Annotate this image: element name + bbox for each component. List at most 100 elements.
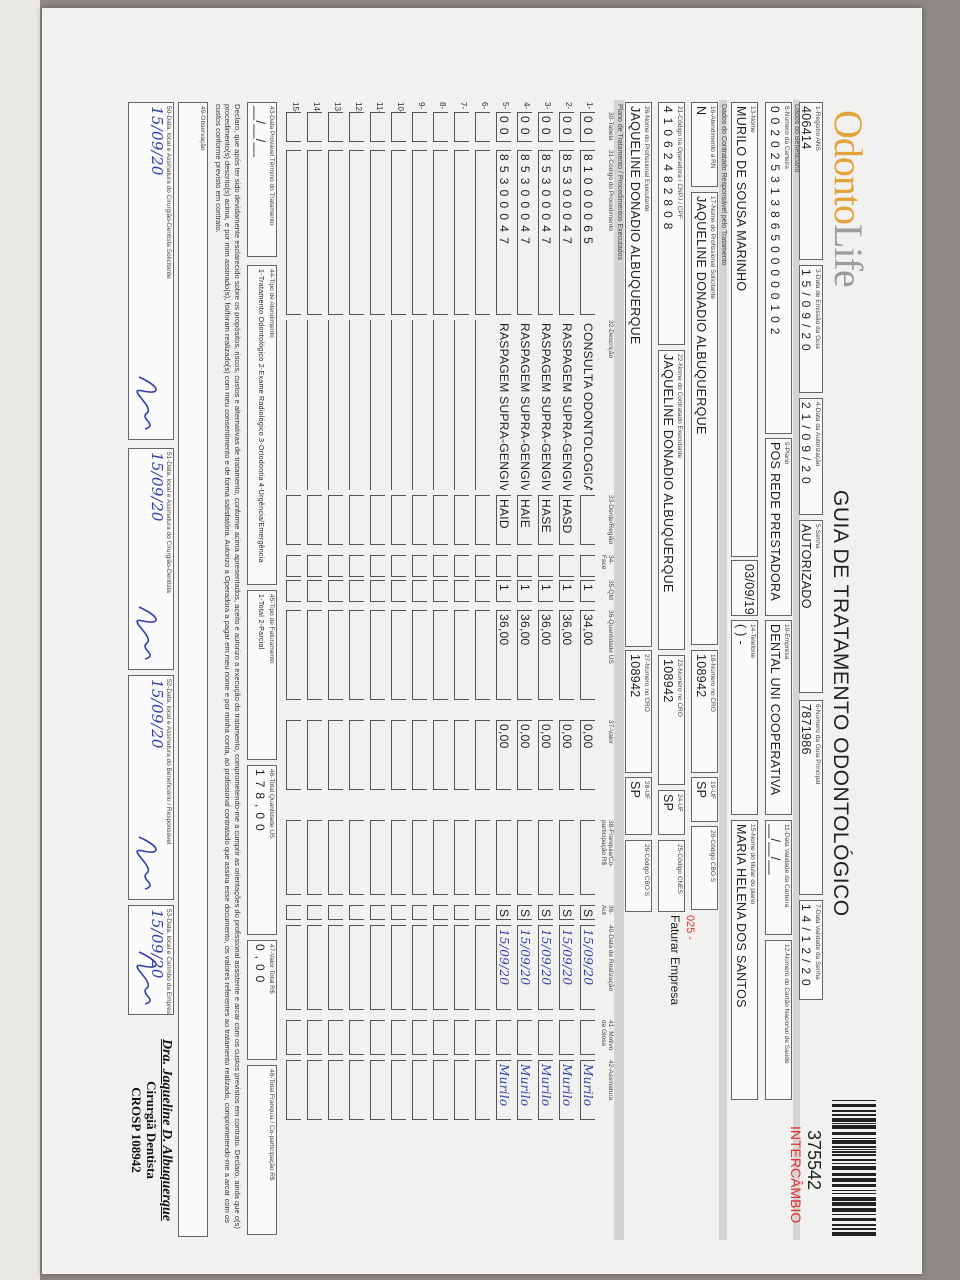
cell-tooth[interactable] bbox=[391, 495, 406, 545]
field-23[interactable]: 23-Número no CRO 108942 bbox=[658, 655, 685, 785]
cell-value[interactable] bbox=[391, 720, 406, 790]
cell-signature[interactable] bbox=[349, 1060, 364, 1120]
cell-signature[interactable] bbox=[412, 1060, 427, 1120]
cell-qty[interactable] bbox=[475, 580, 490, 602]
cell-description[interactable] bbox=[349, 320, 364, 490]
field-27[interactable]: 27-Número no CRO 108942 bbox=[625, 650, 652, 773]
field-46[interactable]: 46-Total Quantidade US 178,00 bbox=[247, 765, 277, 935]
cell-us[interactable]: 36,00 bbox=[517, 610, 532, 700]
cell-gloss[interactable] bbox=[412, 1020, 427, 1055]
cell-table[interactable] bbox=[307, 112, 322, 142]
cell-us[interactable] bbox=[349, 610, 364, 700]
cell-tooth[interactable] bbox=[580, 495, 595, 545]
cell-us[interactable] bbox=[391, 610, 406, 700]
cell-gloss[interactable] bbox=[580, 1020, 595, 1055]
cell-signature[interactable] bbox=[370, 1060, 385, 1120]
field-49[interactable]: 49-Observação bbox=[178, 102, 208, 1237]
field-44[interactable]: 44-Tipo de Atendimento 1-Tratamento Odont… bbox=[247, 265, 277, 585]
cell-description[interactable]: CONSULTA ODONTOLOGICA bbox=[581, 323, 595, 490]
cell-table[interactable] bbox=[412, 112, 427, 142]
field-3[interactable]: 3-Data de Emissão da Guia 15/09/20 bbox=[799, 265, 823, 393]
cell-qty[interactable]: 1 bbox=[496, 580, 511, 602]
cell-code[interactable] bbox=[433, 150, 448, 315]
cell-face[interactable] bbox=[475, 555, 490, 577]
cell-qty[interactable] bbox=[307, 580, 322, 602]
cell-qty[interactable] bbox=[454, 580, 469, 602]
cell-copay[interactable] bbox=[580, 820, 595, 895]
cell-code[interactable]: 85300047 bbox=[538, 150, 553, 315]
cell-qty[interactable] bbox=[391, 580, 406, 602]
cell-value[interactable] bbox=[328, 720, 343, 790]
cell-value[interactable] bbox=[370, 720, 385, 790]
cell-signature[interactable] bbox=[328, 1060, 343, 1120]
cell-description[interactable]: RASPAGEM SUPRA-GENGIVAL bbox=[518, 323, 532, 490]
field-45[interactable]: 45-Tipo de Faturamento 1-Total 2-Parcial bbox=[247, 590, 277, 760]
cell-table[interactable]: 00 bbox=[538, 112, 553, 142]
cell-face[interactable] bbox=[496, 555, 511, 577]
cell-qty[interactable]: 1 bbox=[517, 580, 532, 602]
cell-face[interactable] bbox=[307, 555, 322, 577]
cell-date[interactable] bbox=[370, 925, 385, 1010]
field-6[interactable]: 6-Número da Guia Principal 7871986 bbox=[799, 700, 823, 895]
field-17[interactable]: 17-Nome do Profissional Solicitante JAQUE… bbox=[691, 192, 718, 645]
cell-table[interactable] bbox=[370, 112, 385, 142]
cell-gloss[interactable] bbox=[307, 1020, 322, 1055]
field-29[interactable]: 29-Código CBO S bbox=[625, 840, 652, 912]
cell-gloss[interactable] bbox=[286, 1020, 301, 1055]
cell-qty[interactable] bbox=[286, 580, 301, 602]
cell-tooth[interactable] bbox=[412, 495, 427, 545]
cell-qty[interactable] bbox=[328, 580, 343, 602]
cell-table[interactable]: 00 bbox=[559, 112, 574, 142]
cell-value[interactable] bbox=[286, 720, 301, 790]
cell-aut[interactable] bbox=[286, 905, 301, 920]
cell-copay[interactable] bbox=[496, 820, 511, 895]
field-12[interactable]: 12-Número do Cartão Nacional de Saúde bbox=[765, 940, 792, 1100]
cell-tooth[interactable] bbox=[328, 495, 343, 545]
cell-gloss[interactable] bbox=[517, 1020, 532, 1055]
cell-table[interactable]: 00 bbox=[496, 112, 511, 142]
cell-code[interactable] bbox=[454, 150, 469, 315]
cell-face[interactable] bbox=[349, 555, 364, 577]
cell-table[interactable] bbox=[454, 112, 469, 142]
field-52[interactable]: 52-Data, local e Assinatura do Beneficiá… bbox=[128, 675, 174, 900]
field-10[interactable]: 10-Empresa DENTAL UNI COOPERATIVA bbox=[765, 620, 792, 815]
cell-description[interactable]: RASPAGEM SUPRA-GENGIVAL bbox=[539, 323, 553, 490]
cell-code[interactable]: 85300047 bbox=[517, 150, 532, 315]
cell-us[interactable] bbox=[307, 610, 322, 700]
cell-description[interactable] bbox=[286, 320, 301, 490]
cell-copay[interactable] bbox=[391, 820, 406, 895]
cell-copay[interactable] bbox=[454, 820, 469, 895]
cell-date[interactable] bbox=[475, 925, 490, 1010]
field-4[interactable]: 4-Data da Autorização 21/09/20 bbox=[799, 398, 823, 515]
cell-copay[interactable] bbox=[475, 820, 490, 895]
cell-gloss[interactable] bbox=[370, 1020, 385, 1055]
field-26[interactable]: 26-Nome do Profissional Executante JAQUEL… bbox=[625, 102, 652, 647]
field-11[interactable]: 11-Data Validade da Carteira __/__/__ bbox=[765, 820, 792, 935]
cell-gloss[interactable] bbox=[391, 1020, 406, 1055]
cell-gloss[interactable] bbox=[454, 1020, 469, 1055]
cell-face[interactable] bbox=[538, 555, 553, 577]
cell-face[interactable] bbox=[286, 555, 301, 577]
cell-gloss[interactable] bbox=[559, 1020, 574, 1055]
field-24[interactable]: 24-UF SP bbox=[658, 790, 685, 835]
field-1[interactable]: 1-Registro ANS 406414 bbox=[799, 102, 823, 260]
cell-date[interactable] bbox=[349, 925, 364, 1010]
cell-table[interactable] bbox=[286, 112, 301, 142]
field-19[interactable]: 19-UF SP bbox=[691, 777, 718, 822]
cell-gloss[interactable] bbox=[433, 1020, 448, 1055]
field-43[interactable]: 43-Data Provável Término do Tratamento __… bbox=[247, 102, 277, 257]
cell-tooth[interactable] bbox=[349, 495, 364, 545]
cell-us[interactable] bbox=[370, 610, 385, 700]
cell-description[interactable] bbox=[307, 320, 322, 490]
cell-aut[interactable]: S bbox=[517, 905, 532, 920]
cell-value[interactable] bbox=[412, 720, 427, 790]
cell-code[interactable]: 85300047 bbox=[559, 150, 574, 315]
cell-date[interactable]: 15/09/20 bbox=[496, 925, 511, 1010]
cell-date[interactable] bbox=[391, 925, 406, 1010]
cell-face[interactable] bbox=[433, 555, 448, 577]
cell-us[interactable] bbox=[328, 610, 343, 700]
cell-code[interactable]: 85300047 bbox=[496, 150, 511, 315]
cell-table[interactable] bbox=[349, 112, 364, 142]
cell-aut[interactable]: S bbox=[496, 905, 511, 920]
cell-copay[interactable] bbox=[412, 820, 427, 895]
